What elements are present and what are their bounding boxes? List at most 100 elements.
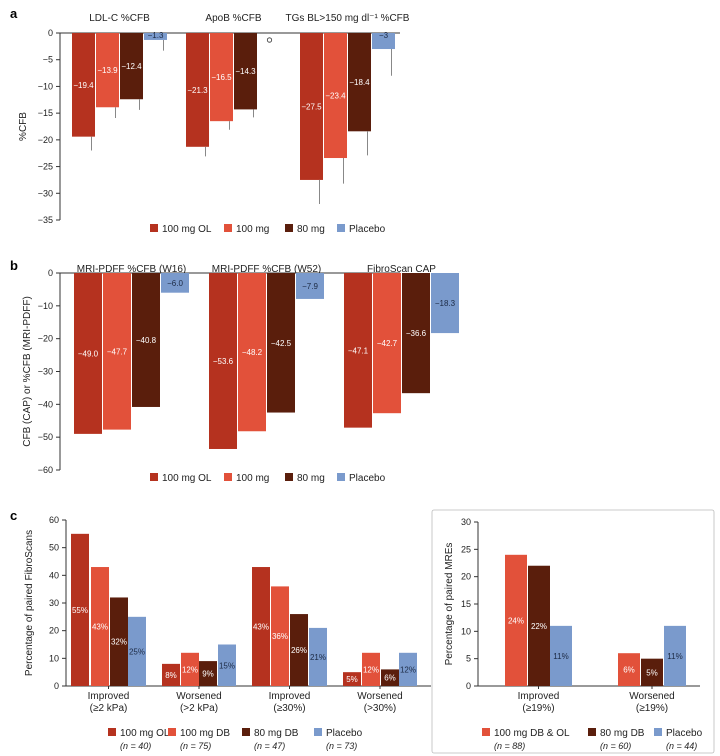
bar-value-label: 5% — [346, 675, 358, 684]
legend-swatch-80-mg — [285, 224, 293, 232]
y-tick-label: −60 — [38, 465, 53, 475]
legend-n-placebo: (n = 73) — [326, 741, 357, 751]
panel-a-label: a — [10, 6, 18, 21]
y-tick-label: −10 — [38, 301, 53, 311]
bar-value-label: −48.2 — [242, 348, 263, 357]
x-tick-label: (≥30%) — [273, 703, 305, 714]
bar-value-label: 43% — [92, 623, 108, 632]
bar-value-label: −14.3 — [235, 67, 256, 76]
legend-swatch-100-mg-db-ol — [482, 728, 490, 736]
bar-placebo — [309, 627, 327, 686]
legend-swatch-100-mg-ol — [108, 728, 116, 736]
bar-value-label: 24% — [508, 616, 524, 625]
bar-100-mg-db — [271, 586, 289, 686]
bar-value-label: 21% — [310, 653, 326, 662]
y-tick-label: 10 — [461, 626, 471, 636]
bar-value-label: 36% — [272, 632, 288, 641]
bar-80-mg — [120, 33, 143, 100]
y-axis-label: Percentage of paired FibroScans — [24, 530, 35, 676]
bar-100-mg-ol — [209, 273, 237, 449]
bar-100-mg — [103, 273, 131, 430]
bar-value-label: −27.5 — [301, 102, 322, 111]
bar-value-label: 12% — [182, 665, 198, 674]
legend-label-80-mg: 80 mg — [297, 473, 325, 484]
bar-placebo — [128, 616, 146, 686]
group-title: ApoB %CFB — [205, 13, 261, 24]
y-tick-label: 60 — [49, 515, 59, 525]
bar-100-mg — [324, 33, 347, 159]
y-axis-label: Percentage of paired MREs — [444, 543, 455, 666]
y-tick-label: −15 — [38, 108, 53, 118]
bar-80-mg-db — [641, 658, 663, 686]
legend-n-100-mg-db-ol: (n = 88) — [494, 741, 525, 751]
legend-label-100-mg-db: 100 mg DB — [180, 728, 230, 739]
bar-100-mg-ol — [252, 567, 270, 686]
bar-100-mg-ol — [343, 672, 361, 686]
y-tick-label: 30 — [461, 517, 471, 527]
x-tick-label: Worsened — [176, 691, 221, 702]
legend-label-100-mg-ol: 100 mg OL — [162, 473, 212, 484]
y-tick-label: 0 — [48, 268, 53, 278]
bar-100-mg-ol — [300, 33, 323, 180]
bar-value-label: −18.4 — [349, 78, 370, 87]
bar-value-label: −7.9 — [302, 282, 318, 291]
bar-value-label: −21.3 — [187, 86, 208, 95]
group-title: TGs BL>150 mg dl⁻¹ %CFB — [286, 13, 410, 24]
bar-placebo — [372, 33, 395, 50]
bar-placebo — [399, 652, 417, 686]
y-tick-label: 0 — [466, 681, 471, 691]
y-tick-label: 15 — [461, 599, 471, 609]
y-tick-label: −20 — [38, 135, 53, 145]
panel-c-right-frame — [431, 509, 715, 754]
bar-placebo — [144, 33, 167, 40]
y-tick-label: 20 — [461, 572, 471, 582]
y-tick-label: −25 — [38, 162, 53, 172]
bar-value-label: 15% — [219, 661, 235, 670]
bar-value-label: −53.6 — [213, 357, 234, 366]
bar-100-mg-ol — [74, 273, 102, 434]
bar-value-label: −1.3 — [148, 31, 164, 40]
legend-swatch-100-mg — [224, 473, 232, 481]
y-tick-label: 10 — [49, 653, 59, 663]
bar-value-label: −12.4 — [121, 62, 142, 71]
x-tick-label: Improved — [269, 691, 311, 702]
y-tick-label: 30 — [49, 598, 59, 608]
group-title: FibroScan CAP — [367, 264, 436, 275]
legend-label-placebo: Placebo — [349, 224, 386, 235]
legend-swatch-placebo — [654, 728, 662, 736]
legend-label-80-mg-db: 80 mg DB — [600, 728, 645, 739]
bar-100-mg-db — [181, 652, 199, 686]
x-tick-label: Worsened — [629, 691, 674, 702]
bar-80-mg — [234, 33, 257, 110]
y-tick-label: −40 — [38, 399, 53, 409]
legend-label-placebo: Placebo — [349, 473, 386, 484]
legend-label-placebo: Placebo — [326, 728, 363, 739]
bar-100-mg-db — [362, 652, 380, 686]
legend-swatch-80-mg-db — [588, 728, 596, 736]
group-title: MRI-PDFF %CFB (W16) — [77, 264, 186, 275]
y-tick-label: 5 — [466, 654, 471, 664]
bar-value-label: 43% — [253, 623, 269, 632]
y-tick-label: −35 — [38, 215, 53, 225]
bar-value-label: −18.3 — [435, 299, 456, 308]
panel-b-label: b — [10, 258, 18, 273]
bar-placebo — [431, 273, 459, 334]
x-tick-label: (>2 kPa) — [180, 703, 218, 714]
y-tick-label: −10 — [38, 81, 53, 91]
x-tick-label: (>30%) — [364, 703, 397, 714]
legend-label-80-mg-db: 80 mg DB — [254, 728, 299, 739]
panel-c-label: c — [10, 508, 17, 523]
group-title: MRI-PDFF %CFB (W52) — [212, 264, 321, 275]
legend-swatch-80-mg — [285, 473, 293, 481]
bar-value-label: 8% — [165, 671, 177, 680]
legend-swatch-placebo — [314, 728, 322, 736]
bar-80-mg — [132, 273, 160, 407]
x-tick-label: Improved — [518, 691, 560, 702]
legend-n-80-mg-db: (n = 60) — [600, 741, 631, 751]
bar-100-mg-ol — [162, 663, 180, 686]
x-tick-label: Worsened — [357, 691, 402, 702]
y-axis-label: %CFB — [18, 112, 29, 141]
bar-value-label: −23.4 — [325, 92, 346, 101]
bar-value-label: −13.9 — [97, 66, 118, 75]
